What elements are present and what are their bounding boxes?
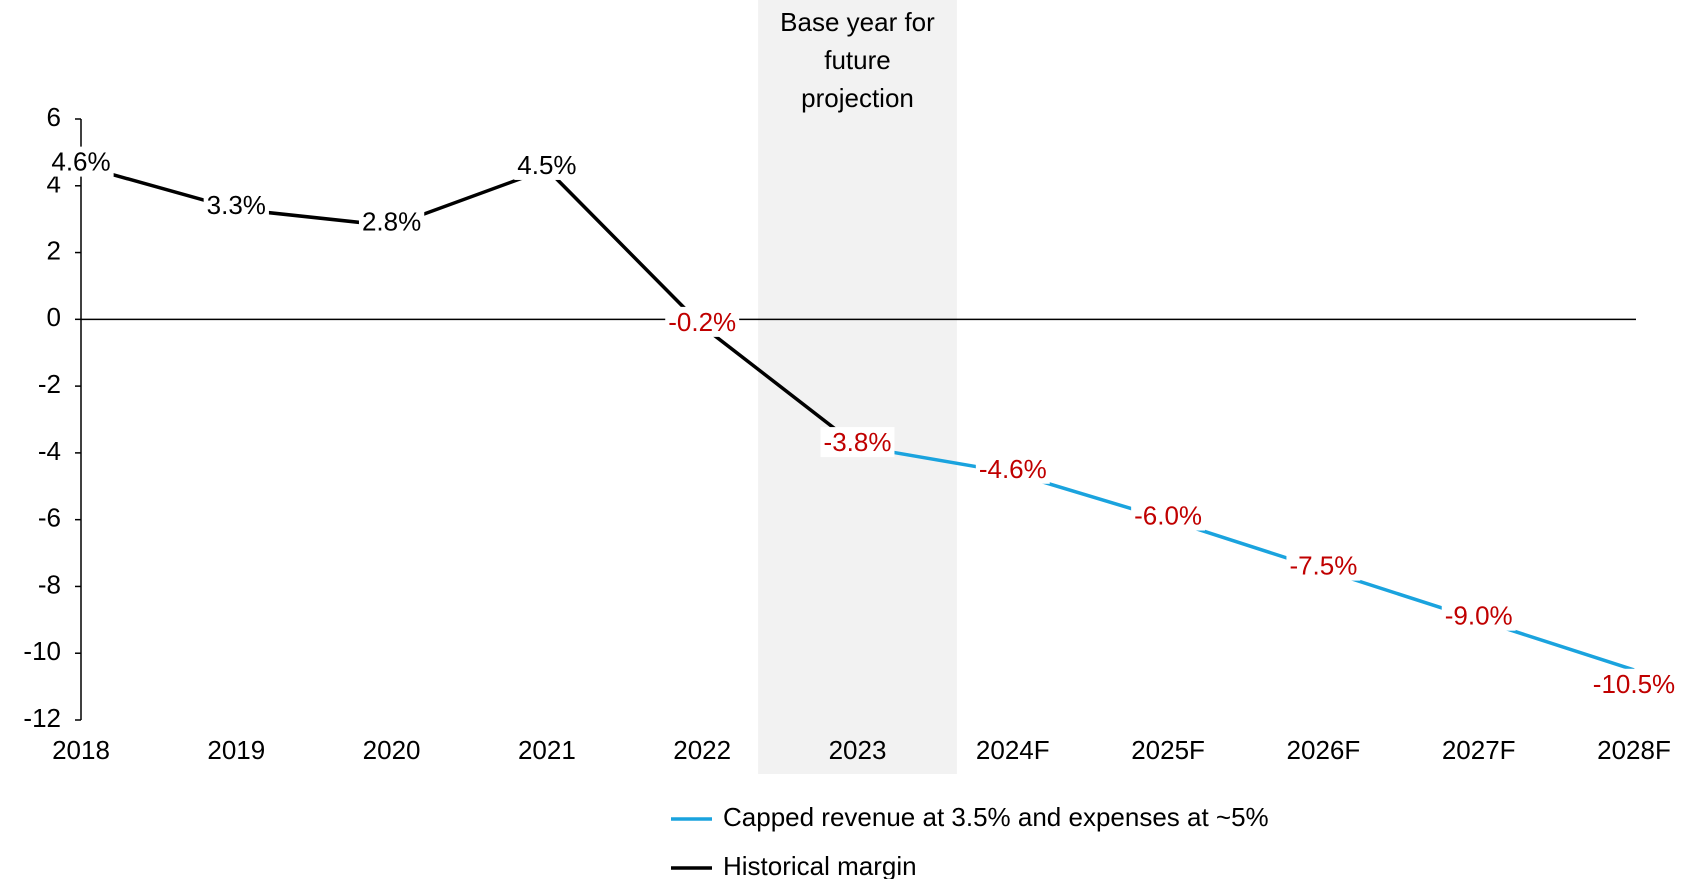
- data-label-bg: [1131, 500, 1206, 531]
- x-tick-label: 2024F: [976, 735, 1050, 765]
- data-label: -4.6%: [979, 454, 1047, 484]
- line-series: [857, 444, 1635, 672]
- x-tick-label: 2028F: [1597, 735, 1671, 765]
- x-tick-label: 2018: [52, 735, 110, 765]
- legend-label: Capped revenue at 3.5% and expenses at ~…: [723, 802, 1269, 832]
- y-tick-label: 2: [47, 235, 61, 265]
- data-label-bg: [975, 453, 1050, 484]
- line-series: [80, 164, 859, 448]
- data-label-bg: [1441, 600, 1516, 631]
- data-label-bg: [1286, 550, 1361, 581]
- base-year-band: [758, 0, 957, 774]
- y-tick-label: -12: [23, 703, 61, 733]
- y-tick-label: -8: [38, 569, 61, 599]
- data-label-bg: [665, 306, 740, 337]
- y-tick-label: 0: [47, 302, 61, 332]
- data-label: -6.0%: [1134, 501, 1202, 531]
- data-label: 4.6%: [51, 147, 110, 177]
- annotation: projection: [801, 83, 914, 113]
- data-label: -10.5%: [1593, 669, 1675, 699]
- y-tick-label: -10: [23, 636, 61, 666]
- data-label: 4.5%: [517, 150, 576, 180]
- x-tick-label: 2020: [363, 735, 421, 765]
- y-tick-label: -6: [38, 503, 61, 533]
- x-tick-label: 2026F: [1287, 735, 1361, 765]
- data-label: -7.5%: [1289, 551, 1357, 581]
- data-label: 3.3%: [207, 190, 266, 220]
- data-label-bg: [358, 206, 425, 237]
- data-label: -9.0%: [1445, 601, 1513, 631]
- y-tick-label: 6: [47, 102, 61, 132]
- x-tick-label: 2025F: [1131, 735, 1205, 765]
- data-label-bg: [48, 146, 114, 177]
- data-label: -3.8%: [824, 427, 892, 457]
- x-tick-label: 2022: [673, 735, 731, 765]
- annotation: future: [824, 45, 891, 75]
- x-tick-label: 2021: [518, 735, 576, 765]
- data-label-bg: [820, 427, 895, 458]
- y-tick-label: -2: [38, 369, 61, 399]
- annotation: Base year for: [780, 7, 935, 37]
- y-tick-label: -4: [38, 436, 61, 466]
- data-label: -0.2%: [668, 307, 736, 337]
- legend-label: Historical margin: [723, 851, 917, 879]
- data-label-bg: [203, 190, 269, 221]
- data-label-bg: [1589, 668, 1679, 699]
- x-tick-label: 2019: [207, 735, 265, 765]
- data-label-bg: [514, 149, 580, 180]
- x-tick-label: 2027F: [1442, 735, 1516, 765]
- x-tick-label: 2023: [829, 735, 887, 765]
- data-label: 2.8%: [362, 207, 421, 237]
